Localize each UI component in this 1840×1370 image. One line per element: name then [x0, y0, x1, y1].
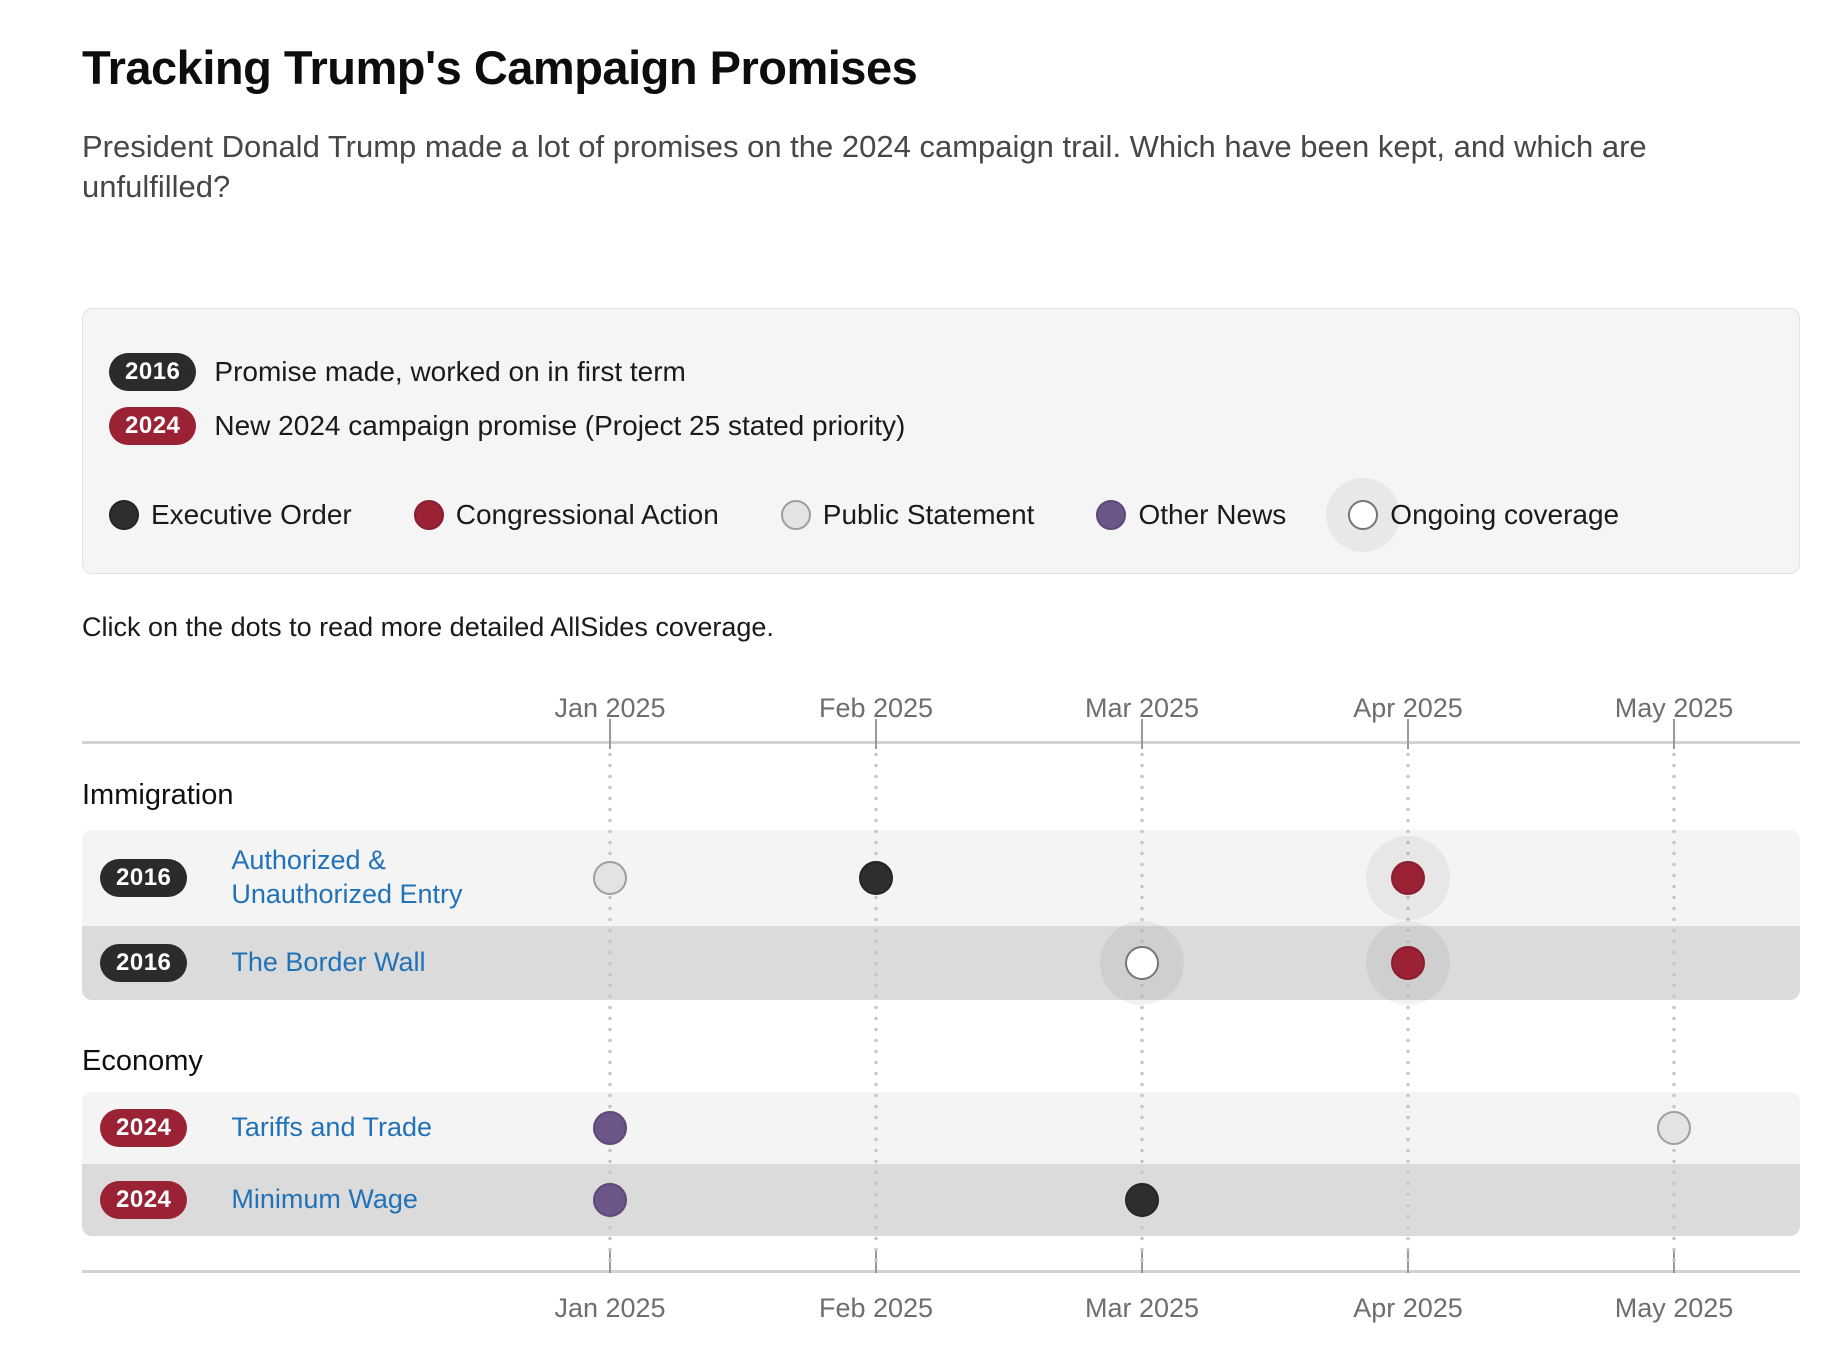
axis-label-top: Jan 2025: [554, 692, 666, 723]
legend-item-other-news: Other News: [1096, 499, 1286, 531]
axis-label-bottom: Feb 2025: [818, 1292, 934, 1323]
table-row: 2024 Tariffs and Trade: [82, 1091, 1800, 1164]
top-axis-line: [82, 740, 1800, 744]
axis-label-bottom: Mar 2025: [1084, 1292, 1200, 1323]
legend-line-2016: 2016 Promise made, worked on in first te…: [109, 351, 1759, 393]
row-label-link[interactable]: The Border Wall: [231, 946, 426, 977]
page-subtitle: President Donald Trump made a lot of pro…: [82, 129, 1647, 205]
event-dot[interactable]: [1391, 860, 1425, 895]
axis-label-bottom: Jan 2025: [554, 1292, 666, 1323]
legend-label: Public Statement: [822, 498, 1035, 530]
timeline-gridline: [1406, 748, 1410, 1267]
event-dot[interactable]: [1125, 1182, 1159, 1217]
page-title: Tracking Trump's Campaign Promises: [82, 41, 918, 94]
axis-tick: [875, 718, 877, 749]
timeline-gridline: [608, 748, 612, 1267]
legend-label: Executive Order: [151, 498, 352, 530]
axis-tick: [1673, 718, 1675, 749]
axis-tick: [1141, 718, 1143, 749]
ongoing-coverage-dot-icon: [1326, 477, 1401, 552]
axis-label-top: May 2025: [1614, 692, 1734, 723]
public-statement-dot-icon: [780, 499, 811, 530]
axis-tick: [609, 718, 611, 749]
legend-2016-description: Promise made, worked on in first term: [214, 355, 686, 387]
table-row: 2016 The Border Wall: [82, 925, 1800, 1000]
row-label-link[interactable]: Minimum Wage: [231, 1183, 418, 1214]
legend-label: Congressional Action: [455, 498, 719, 530]
legend-label: Ongoing coverage: [1390, 498, 1620, 530]
axis-label-bottom: Apr 2025: [1353, 1292, 1463, 1323]
section-heading-economy: Economy: [82, 1044, 203, 1077]
legend-item-public-statement: Public Statement: [780, 498, 1035, 531]
executive-order-dot-icon: [109, 499, 139, 530]
legend-dot-row: Executive Order Congressional Action Pub…: [109, 477, 1759, 552]
event-dot[interactable]: [859, 860, 893, 895]
legend-item-congressional-action: Congressional Action: [413, 498, 719, 531]
event-dot[interactable]: [1391, 945, 1425, 980]
legend-line-2024: 2024 New 2024 campaign promise (Project …: [109, 405, 1759, 447]
legend-box: 2016 Promise made, worked on in first te…: [82, 307, 1800, 574]
row-badge-2016: 2016: [100, 858, 188, 897]
legend-label: Other News: [1138, 498, 1287, 530]
badge-2016: 2016: [109, 352, 197, 391]
event-dot[interactable]: [593, 1110, 627, 1145]
legend-item-executive-order: Executive Order: [109, 499, 352, 531]
congressional-action-dot-icon: [413, 499, 444, 530]
event-dot[interactable]: [593, 860, 627, 895]
row-badge-2024: 2024: [100, 1108, 188, 1147]
axis-label-top: Mar 2025: [1084, 692, 1200, 723]
event-dot[interactable]: [1657, 1110, 1691, 1145]
row-badge-2016: 2016: [100, 943, 188, 982]
legend-2024-description: New 2024 campaign promise (Project 25 st…: [214, 409, 906, 441]
row-badge-2024: 2024: [100, 1180, 188, 1219]
section-rows-immigration: 2016 Authorized & Unauthorized Entry 2016 T…: [82, 829, 1800, 1000]
timeline-gridline: [874, 748, 878, 1267]
axis-label-top: Apr 2025: [1353, 692, 1463, 723]
axis-tick: [1407, 718, 1409, 749]
timeline-chart: Jan 2025 Jan 2025 Feb 2025 Feb 2025 Mar 2025…: [0, 657, 1840, 1342]
event-dot[interactable]: [1125, 945, 1159, 980]
chart-instruction: Click on the dots to read more detailed …: [82, 611, 774, 642]
row-label-link[interactable]: Authorized & Unauthorized Entry: [231, 844, 463, 909]
axis-label-top: Feb 2025: [818, 692, 934, 723]
table-row: 2016 Authorized & Unauthorized Entry: [82, 829, 1800, 926]
timeline-gridline: [1140, 748, 1144, 1267]
legend-item-ongoing-coverage: Ongoing coverage: [1326, 477, 1620, 552]
other-news-dot-icon: [1096, 499, 1127, 530]
bottom-axis-line: [82, 1269, 1800, 1273]
section-heading-immigration: Immigration: [82, 778, 234, 811]
event-dot[interactable]: [593, 1182, 627, 1217]
timeline-gridline: [1672, 748, 1676, 1267]
table-row: 2024 Minimum Wage: [82, 1163, 1800, 1236]
section-rows-economy: 2024 Tariffs and Trade 2024 Minimum Wage: [82, 1091, 1800, 1236]
axis-label-bottom: May 2025: [1614, 1292, 1734, 1323]
row-label-link[interactable]: Tariffs and Trade: [231, 1111, 433, 1142]
badge-2024: 2024: [109, 406, 197, 445]
